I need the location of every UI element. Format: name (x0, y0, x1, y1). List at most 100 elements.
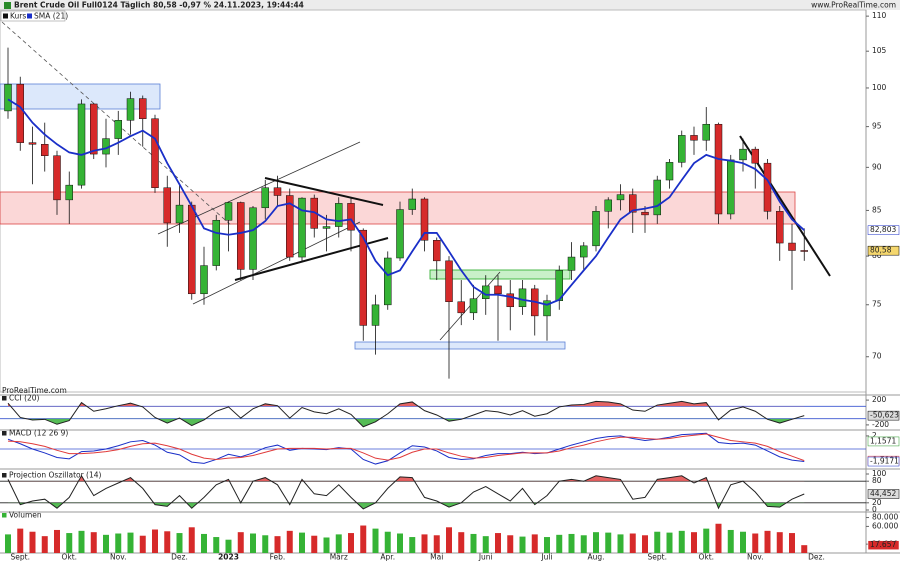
x-tick-label: Aug. (587, 553, 604, 562)
volume-bar (90, 532, 97, 553)
candle-body (763, 162, 772, 212)
candle-body (629, 194, 637, 213)
x-tick-label: 2023 (218, 553, 239, 562)
value-marker (867, 540, 900, 550)
volume-bar (54, 529, 60, 553)
y-tick-label: 20 (872, 498, 882, 507)
volume-bar (360, 525, 367, 553)
value-marker (867, 245, 900, 256)
volume-bar (201, 533, 207, 553)
y-tick-label: 2 (872, 431, 877, 440)
volume-bar (29, 531, 36, 553)
y-tick-label: -200 (872, 420, 889, 429)
volume-bar (789, 533, 795, 553)
candle-body (212, 219, 220, 266)
line (7, 474, 805, 510)
volume-bar (348, 533, 354, 553)
value-marker (867, 489, 900, 499)
candle-body (151, 118, 159, 188)
volume-bar (397, 533, 403, 553)
volume-bar (642, 535, 648, 553)
volume-bar (507, 535, 514, 553)
candle-body (702, 123, 710, 141)
value-marker-label: 44,452 (870, 489, 896, 498)
volume-bar (605, 532, 612, 553)
candle-body (788, 242, 796, 251)
x-tick-label: Dez. (808, 553, 825, 562)
candle-body (371, 304, 380, 326)
volume-bar (299, 532, 305, 553)
value-marker-label: 17.657 (870, 540, 896, 549)
legend-frame (0, 10, 66, 22)
x-tick-label: Sept. (648, 553, 667, 562)
volume-bar (593, 532, 599, 553)
legend-box (2, 431, 7, 436)
trend-line (1, 21, 233, 227)
volume-bar (127, 532, 134, 553)
header-bar (0, 0, 900, 10)
volume-bar (115, 533, 122, 553)
candle-body (751, 148, 759, 164)
candle-body (604, 199, 612, 212)
panel-title: MACD (12 26 9) (9, 429, 68, 438)
candle-body (580, 245, 588, 258)
volume-bar (213, 537, 220, 553)
candle-body (776, 211, 784, 244)
x-tick-label: Juli (540, 553, 552, 562)
candle-body (175, 204, 184, 224)
volume-bar (323, 537, 330, 553)
volume-bar (727, 529, 734, 553)
candle-body (16, 83, 24, 143)
candle-body (727, 159, 735, 215)
candle-body (163, 187, 171, 224)
trend-line (192, 221, 361, 305)
candle-body (592, 211, 600, 247)
candle-body (126, 98, 135, 121)
line (7, 433, 805, 462)
line (7, 98, 805, 306)
candle-body (800, 250, 808, 252)
x-tick-label: Sept. (11, 553, 30, 562)
candle-body (506, 293, 514, 308)
candle-body (567, 256, 576, 271)
value-marker-label: 1,1571 (870, 436, 896, 445)
candle-body (298, 197, 306, 258)
y-tick-label: 100 (872, 83, 887, 92)
candle-body (249, 207, 257, 270)
area-fill (8, 475, 708, 482)
volume-bar (66, 533, 73, 553)
value-marker (867, 225, 900, 235)
trend-line (264, 177, 384, 206)
candle-body (273, 187, 282, 196)
volume-bar (139, 535, 146, 553)
candle-body (200, 265, 208, 295)
volume-bar (103, 534, 109, 553)
volume-bar (372, 528, 379, 553)
volume-bar (274, 536, 281, 553)
candle-body (4, 83, 12, 112)
x-tick-label: Okt. (698, 553, 714, 562)
volume-bar (78, 530, 85, 553)
line (7, 400, 805, 428)
volume-bar (188, 527, 195, 553)
volume-bar (262, 535, 269, 553)
area-fill (8, 401, 805, 407)
volume-bar (225, 539, 232, 553)
value-marker-label: 80,58 (870, 246, 892, 255)
y-tick-label: 110 (872, 11, 887, 20)
x-tick-label: Apr. (380, 553, 395, 562)
candle-body (518, 288, 527, 308)
volume-bar (237, 532, 244, 553)
y-tick-label: 80 (872, 476, 882, 485)
value-marker (867, 436, 900, 447)
legend-swatch (27, 13, 32, 19)
volume-bar (470, 533, 477, 553)
volume-bar (740, 531, 746, 553)
candle-body (347, 203, 355, 231)
x-tick-label: Dez. (171, 553, 188, 562)
volume-bar (311, 535, 318, 553)
volume-bar (41, 536, 48, 553)
candle-body (714, 123, 723, 215)
legend-label: Kurs (10, 12, 26, 21)
zone (354, 341, 566, 350)
